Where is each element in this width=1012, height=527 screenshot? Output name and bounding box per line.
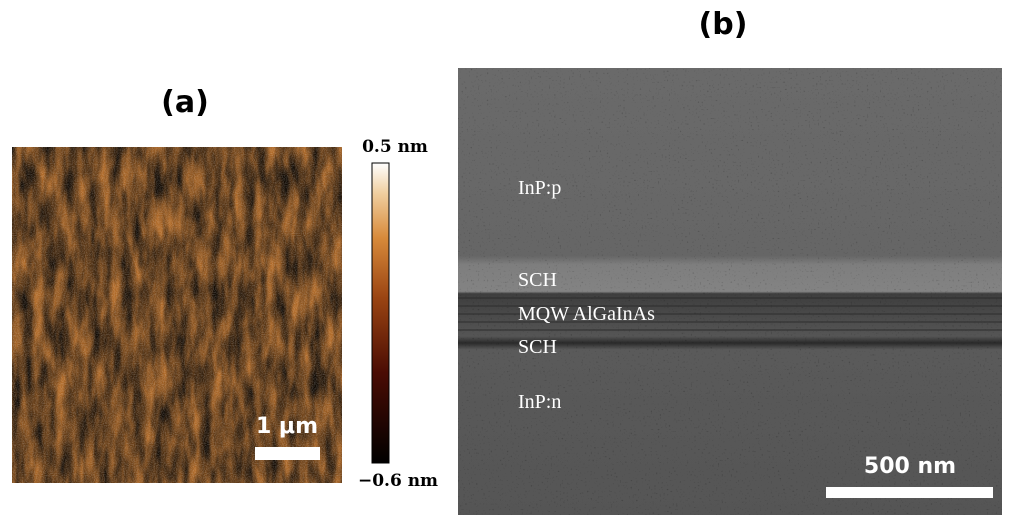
colorbar-max: 0.5 nm: [362, 137, 428, 157]
panel-label: (a): [161, 85, 209, 120]
layer-label: InP:p: [518, 177, 561, 199]
scale-bar-label: 1 μm: [256, 414, 318, 439]
layer-label: SCH: [518, 336, 557, 358]
sem-image: [458, 68, 1002, 515]
layer-label: MQW AlGaInAs: [518, 303, 655, 325]
scale-bar: [826, 487, 993, 498]
layer-label: SCH: [518, 269, 557, 291]
afm-image: [12, 147, 342, 483]
scale-bar: [255, 447, 320, 460]
colorbar: [371, 162, 390, 464]
scale-bar-label: 500 nm: [864, 454, 956, 479]
panel-label: (b): [699, 7, 748, 42]
layer-label: InP:n: [518, 391, 561, 413]
colorbar-min: −0.6 nm: [358, 471, 438, 491]
